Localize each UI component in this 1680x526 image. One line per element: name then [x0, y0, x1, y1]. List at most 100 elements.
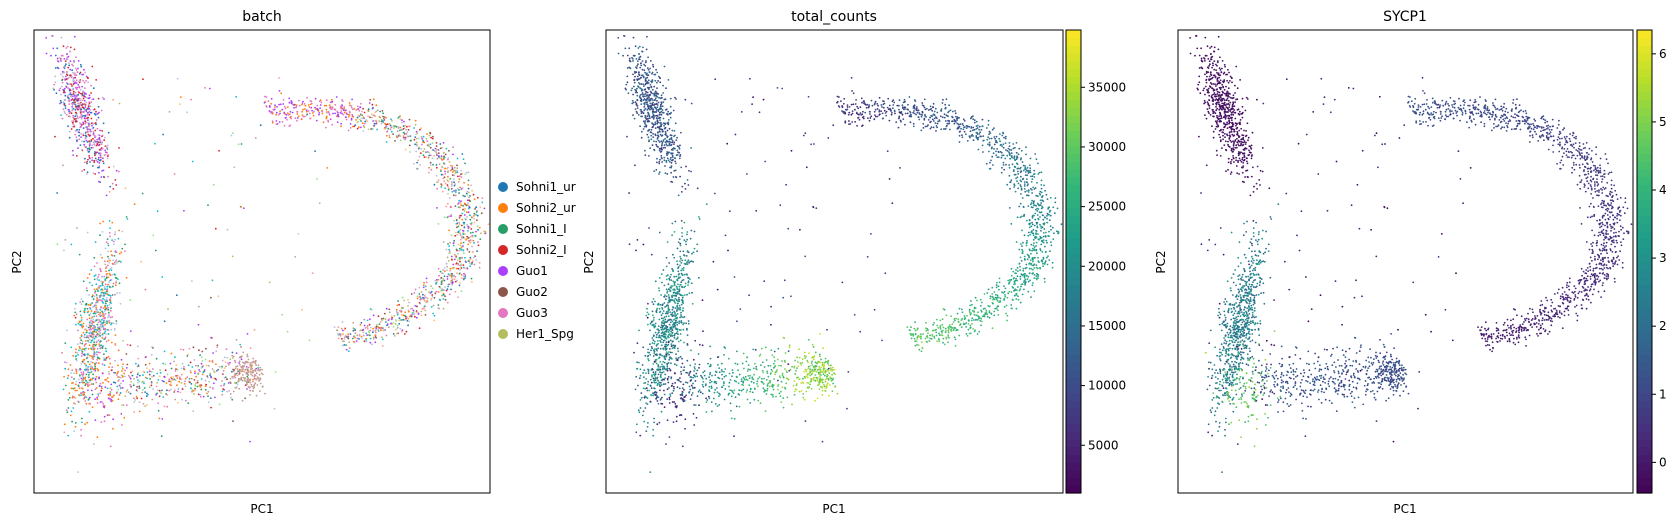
scatter-point [326, 112, 329, 114]
scatter-point [679, 377, 681, 379]
scatter-point [84, 114, 87, 117]
scatter-point [188, 347, 191, 350]
scatter-point [366, 327, 369, 330]
scatter-point [655, 117, 658, 119]
scatter-point [100, 421, 103, 423]
scatter-point [94, 290, 97, 293]
scatter-point [93, 343, 95, 346]
scatter-point [638, 411, 641, 414]
scatter-point [108, 220, 111, 222]
scatter-point [681, 296, 684, 299]
scatter-point [254, 362, 257, 365]
scatter-point [386, 123, 389, 126]
scatter-point [673, 322, 675, 324]
scatter-point [674, 122, 677, 125]
scatter-point [422, 154, 425, 157]
scatter-point [680, 262, 683, 264]
scatter-point [659, 119, 661, 121]
panel-title: total_counts [791, 9, 877, 25]
scatter-point [64, 105, 67, 107]
scatter-point [92, 165, 94, 167]
scatter-point [329, 118, 332, 120]
scatter-point [84, 376, 87, 379]
scatter-point [464, 208, 467, 210]
scatter-point [88, 143, 91, 146]
scatter-point [401, 119, 403, 122]
scatter-point [101, 337, 104, 339]
scatter-point [83, 143, 85, 146]
scatter-point [109, 387, 112, 390]
scatter-point [359, 118, 361, 121]
scatter-point [674, 315, 677, 318]
scatter-point [83, 344, 86, 347]
scatter-point [441, 159, 444, 162]
scatter-point [82, 359, 85, 361]
scatter-point [430, 285, 433, 287]
scatter-point [439, 147, 442, 150]
scatter-point [440, 155, 443, 158]
scatter-point [305, 109, 308, 111]
scatter-point [345, 344, 347, 346]
scatter-point [302, 115, 305, 118]
scatter-point [645, 60, 647, 62]
scatter-point [405, 128, 408, 131]
scatter-point [457, 181, 460, 183]
scatter-point [335, 96, 338, 98]
scatter-point [232, 368, 235, 371]
scatter-point [94, 157, 97, 160]
scatter-point [446, 202, 449, 205]
scatter-point [186, 111, 189, 114]
scatter-point [255, 372, 258, 375]
scatter-point [65, 47, 68, 49]
scatter-point [68, 83, 71, 85]
scatter-point [92, 318, 95, 321]
scatter-point [307, 110, 310, 112]
scatter-point [467, 227, 470, 230]
scatter-point [450, 213, 453, 216]
scatter-point [644, 116, 647, 119]
scatter-point [646, 425, 649, 428]
scatter-point [464, 267, 466, 270]
scatter-point [97, 156, 100, 159]
scatter-point [420, 310, 423, 313]
scatter-point [231, 375, 234, 378]
scatter-point [646, 120, 649, 123]
scatter-point [654, 353, 657, 356]
scatter-point [92, 298, 95, 301]
scatter-point [71, 102, 73, 105]
scatter-point [390, 322, 392, 325]
scatter-point [45, 52, 48, 55]
scatter-point [122, 380, 125, 382]
legend-marker [498, 329, 508, 339]
scatter-point [655, 391, 658, 394]
scatter-point [653, 373, 655, 376]
scatter-point [87, 366, 89, 368]
scatter-point [436, 187, 438, 190]
scatter-point [90, 333, 93, 336]
scatter-point [95, 311, 97, 313]
scatter-point [654, 79, 657, 82]
scatter-point [340, 125, 342, 128]
scatter-point [226, 228, 229, 231]
scatter-point [464, 195, 466, 198]
scatter-point [237, 380, 240, 383]
scatter-point [103, 327, 106, 330]
scatter-point [379, 329, 382, 332]
scatter-point [89, 157, 91, 160]
scatter-point [469, 235, 472, 238]
scatter-point [679, 260, 681, 263]
scatter-point [81, 170, 83, 173]
scatter-point [220, 366, 223, 369]
scatter-point [361, 122, 364, 124]
scatter-point [56, 57, 59, 60]
scatter-point [178, 103, 181, 105]
scatter-point [85, 173, 88, 175]
scatter-point [301, 114, 304, 116]
scatter-point [71, 106, 73, 108]
scatter-point [429, 132, 432, 135]
scatter-point [66, 411, 69, 414]
scatter-point [653, 391, 656, 394]
scatter-point [92, 172, 95, 175]
scatter-point [416, 161, 418, 164]
scatter-point [643, 376, 645, 378]
